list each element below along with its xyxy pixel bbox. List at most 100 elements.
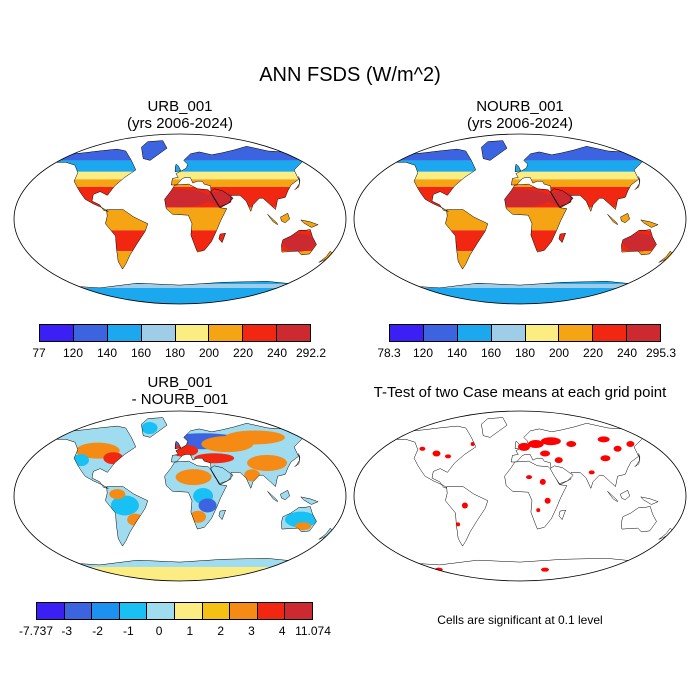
colorbar-tick-label: 200 [198, 346, 220, 360]
significant-cell [461, 502, 468, 509]
ocean [354, 134, 686, 304]
colorbar-tick-label: 140 [446, 346, 468, 360]
panel-urb-name: URB_001 [147, 98, 213, 115]
climate-band [54, 171, 334, 180]
coastline-sumatra [267, 491, 279, 503]
panel-title-urb: URB_001 (yrs 2006-2024) [20, 98, 340, 132]
colorbar-tick-label: 295.3 [645, 346, 677, 360]
colorbar-tick-label: 240 [266, 346, 288, 360]
panel-diff-line1: URB_001 [147, 374, 213, 391]
coastline-africa [504, 183, 568, 253]
coastline-arabia [549, 188, 574, 208]
ocean [354, 411, 686, 581]
significant-cell [597, 436, 610, 443]
coastline-africa [504, 460, 568, 530]
colorbar-tick-label: 160 [130, 346, 152, 360]
colorbar-swatch [257, 603, 286, 619]
map-ttest [353, 410, 687, 582]
ttest-note: Cells are significant at 0.1 level [437, 613, 603, 627]
panel-nourb-name: NOURB_001 [476, 98, 564, 115]
coastline-eurasia [511, 146, 650, 213]
hot-region [206, 191, 235, 206]
significant-cell [540, 450, 551, 457]
colorbar-nourb-labels: 78.3 120 140 160 180 200 220 240 295.3 [377, 346, 676, 360]
significant-cell [600, 455, 611, 462]
colorbar-swatch [175, 325, 210, 341]
colorbar-tick-label: 220 [232, 346, 254, 360]
coastline-northAmerica [393, 425, 477, 489]
colorbar-swatch [40, 325, 74, 341]
colorbar-tick-label: 77 [32, 346, 46, 360]
coastline-australia [281, 229, 317, 256]
coastline-arabia [549, 465, 574, 485]
colorbar-tick-label: 180 [514, 346, 536, 360]
hot-region [623, 233, 656, 252]
colorbar-swatch [37, 603, 65, 619]
colorbar-tick-label: 180 [164, 346, 186, 360]
significant-cell [540, 567, 549, 572]
colorbar-swatch [202, 603, 231, 619]
coastline-borneo [620, 489, 630, 501]
map-frame [353, 410, 687, 582]
coastline-northAmerica [53, 148, 137, 212]
colorbar-tick-label: 3 [248, 624, 255, 638]
coastline-antarctica [55, 281, 306, 304]
colorbar-swatch [107, 325, 142, 341]
significant-cell [432, 450, 441, 457]
coastline-greenland [481, 417, 508, 438]
ocean [14, 411, 346, 581]
coastline-greenland [141, 417, 168, 438]
significant-cell [588, 470, 595, 475]
colorbar-swatch [230, 603, 258, 619]
diff-anomaly [109, 489, 126, 500]
colorbar-swatch [64, 603, 93, 619]
coastline-madagascar [218, 509, 226, 521]
diff-anomaly [72, 454, 89, 467]
coastline-sumatra [607, 214, 619, 226]
map-urb [13, 133, 347, 305]
colorbar-tick-label: 0 [155, 624, 163, 638]
coastline-japan [634, 176, 641, 190]
significant-cell [518, 442, 531, 451]
significant-cell [613, 445, 622, 452]
panel-nourb-years: (yrs 2006-2024) [467, 115, 573, 132]
colorbar-tick-label: 120 [62, 346, 84, 360]
colorbar-tick-label: 220 [582, 346, 604, 360]
colorbar-tick-label: 78.3 [377, 346, 401, 360]
map-diff [13, 410, 347, 582]
diff-anomaly [141, 422, 158, 434]
colorbar-tick-label: 120 [412, 346, 434, 360]
significant-cell [566, 441, 577, 448]
diff-anomaly [110, 495, 139, 516]
climate-band [394, 171, 674, 180]
coastline-africa [164, 183, 228, 253]
colorbar-swatch [390, 325, 424, 341]
panel-title-diff: URB_001 - NOURB_001 [20, 374, 340, 408]
colorbar-tick-label: 11.074 [295, 624, 331, 638]
climate-band [394, 160, 674, 172]
significant-cell [456, 522, 461, 527]
panel-title-nourb: NOURB_001 (yrs 2006-2024) [360, 98, 680, 132]
hot-region [546, 191, 575, 206]
colorbar-swatch [92, 603, 120, 619]
coastline-borneo [620, 212, 630, 224]
coastline-borneo [280, 489, 290, 501]
climate-band [54, 160, 334, 172]
significant-cell [470, 442, 475, 447]
coastline-australia [621, 229, 657, 256]
colorbar-swatch [243, 325, 278, 341]
coastline-japan [294, 176, 301, 190]
colorbar-swatch [491, 325, 526, 341]
colorbar-tick-label: 2 [217, 624, 224, 638]
coastline-madagascar [558, 509, 566, 521]
coastline-newGuinea [300, 496, 319, 505]
colorbar-swatch [627, 325, 660, 341]
colorbar-tick-label: 4 [278, 624, 286, 638]
colorbar-tick-label: 292.2 [295, 346, 327, 360]
colorbar-swatch [593, 325, 628, 341]
diff-anomaly [190, 510, 207, 523]
colorbar-tick-label: 160 [480, 346, 502, 360]
coastline-southAmerica [445, 486, 489, 547]
diff-anomaly [247, 454, 288, 471]
colorbar-swatch [73, 325, 108, 341]
